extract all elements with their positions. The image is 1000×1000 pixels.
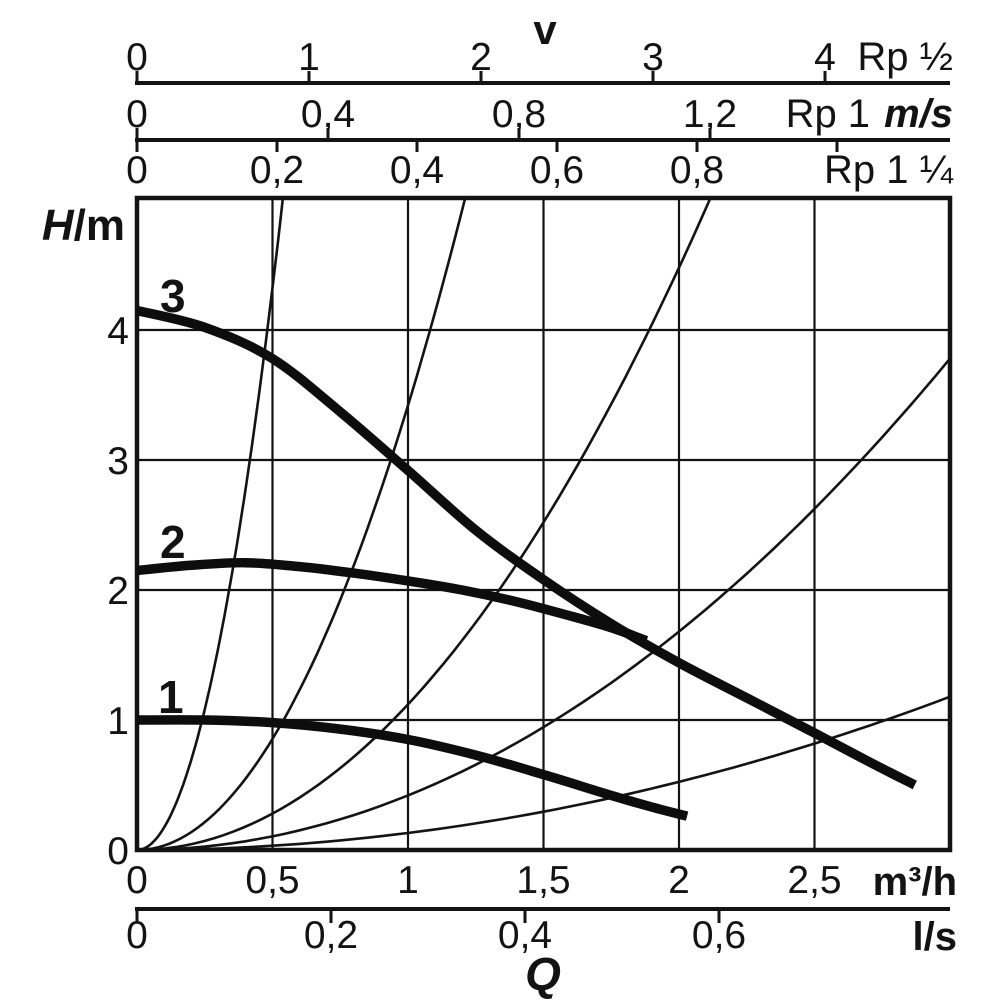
rp-one-quarter-tick-label: 0,8	[670, 149, 724, 192]
y-axis-tick-label: 2	[107, 570, 129, 613]
velocity-reference-curve-5	[137, 695, 951, 852]
y-axis-tick-label: 1	[107, 700, 129, 743]
top-axis-title-v: v	[533, 6, 557, 53]
rp-one-quarter-tick-label: 0	[126, 149, 148, 192]
m3h-tick-label: 0	[126, 859, 148, 902]
y-axis-title: H/m	[42, 201, 125, 250]
curve-1-label: 1	[158, 671, 184, 723]
y-axis-tick-label: 3	[107, 440, 129, 483]
y-axis-tick-label: 0	[107, 830, 129, 873]
rp-half-tick-label: 3	[642, 36, 664, 79]
flow-unit-m3h-label: m³/h	[873, 860, 957, 904]
rp-one-tick-label: 1,2	[683, 93, 737, 136]
ls-tick-label: 0,4	[498, 914, 552, 957]
ls-tick-label: 0	[126, 914, 148, 957]
rp-half-label: Rp ½	[857, 35, 953, 79]
rp-half-tick-label: 0	[126, 36, 148, 79]
rp-one-quarter-tick-label: 0,6	[530, 149, 584, 192]
pump-curve-1	[136, 715, 689, 821]
x-axis-title-q: Q	[525, 948, 561, 1000]
velocity-reference-curve-3	[136, 195, 713, 852]
rp-half-tick-label: 1	[298, 36, 320, 79]
rp-half-tick-label: 2	[470, 36, 492, 79]
static-labels: v Rp ½ Rp 1 m/s Rp 1 ¼ H/m m³/h l/s Q 3 2…	[42, 6, 957, 1000]
m3h-tick-label: 0,5	[245, 859, 299, 902]
velocity-reference-curve-2	[136, 195, 467, 852]
velocity-reference-curve-4	[136, 357, 951, 852]
rp-half-tick-label: 4	[814, 36, 836, 79]
ms-unit-label: m/s	[884, 92, 953, 136]
ls-tick-label: 0,2	[304, 914, 358, 957]
curve-3-label: 3	[160, 270, 186, 322]
rp-one-quarter-label: Rp 1 ¼	[824, 148, 954, 192]
head-symbol: H	[42, 201, 75, 250]
rp-one-text: Rp 1	[786, 92, 871, 136]
m3h-tick-label: 1,5	[516, 859, 570, 902]
curve-2-label: 2	[160, 516, 186, 568]
rp-one-tick-label: 0,8	[492, 93, 546, 136]
rp-one-ms-label: Rp 1 m/s	[786, 92, 953, 136]
pump-curve-3	[135, 305, 917, 790]
ls-tick-label: 0,6	[692, 914, 746, 957]
m3h-tick-label: 2,5	[787, 859, 841, 902]
m3h-tick-label: 1	[397, 859, 419, 902]
rp-one-tick-label: 0,4	[301, 93, 355, 136]
rp-one-quarter-tick-label: 0,2	[250, 149, 304, 192]
pump-curves-layer	[135, 305, 917, 821]
velocity-reference-curve-1	[136, 195, 285, 852]
flow-unit-ls-label: l/s	[913, 915, 957, 959]
head-unit: /m	[74, 201, 125, 250]
rp-one-quarter-tick-label: 0,4	[390, 149, 444, 192]
y-axis-tick-label: 4	[107, 310, 129, 353]
plot-border	[134, 195, 953, 853]
rp-one-tick-label: 0	[126, 93, 148, 136]
velocity-reference-curves-layer	[136, 195, 951, 852]
plot-frame-layer	[134, 195, 953, 853]
m3h-tick-label: 2	[668, 859, 690, 902]
pump-curve-2	[136, 557, 649, 646]
